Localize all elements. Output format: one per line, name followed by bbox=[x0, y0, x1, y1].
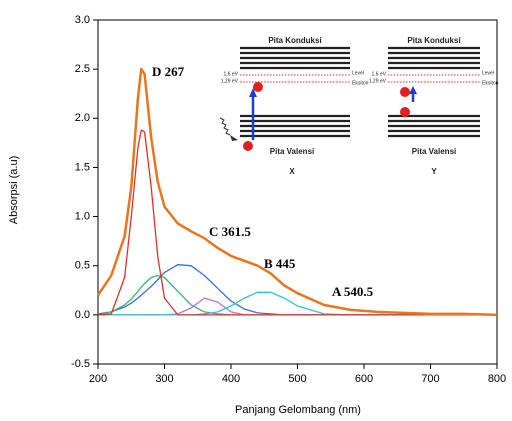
y-tick-label: -0.5 bbox=[71, 358, 90, 370]
annotation: C 361.5 bbox=[209, 224, 251, 239]
inset-text: Pita Konduksi bbox=[268, 36, 321, 45]
x-tick-label: 800 bbox=[488, 373, 506, 385]
y-tick-label: 0.0 bbox=[75, 309, 90, 321]
x-tick-label: 600 bbox=[355, 373, 373, 385]
inset-text: Y bbox=[431, 167, 437, 176]
y-tick-label: 0.5 bbox=[75, 260, 90, 272]
inset-diagram: Pita Konduksi Level Eksiton 1,6 eV 1,29 … bbox=[71, 14, 506, 385]
band-lines bbox=[219, 46, 480, 151]
x-tick-label: 500 bbox=[288, 373, 306, 385]
series-line bbox=[96, 67, 498, 317]
series-line bbox=[97, 264, 497, 316]
annotation: D 267 bbox=[152, 64, 185, 79]
y-tick-label: 1.5 bbox=[75, 161, 90, 173]
inset-text: 1,6 eV bbox=[224, 71, 239, 77]
x-tick-label: 400 bbox=[222, 373, 240, 385]
x-tick-label: 700 bbox=[421, 373, 439, 385]
inset-text: Eksiton bbox=[352, 80, 369, 86]
inset-text: Pita Valensi bbox=[412, 147, 456, 156]
inset-text: 1,6 eV bbox=[372, 71, 387, 77]
x-axis-label: Panjang Gelombang (nm) bbox=[235, 404, 361, 416]
annotation: A 540.5 bbox=[332, 284, 374, 299]
y-tick-label: 1.0 bbox=[75, 210, 90, 222]
inset-text: Level bbox=[482, 70, 494, 76]
inset-text: Level bbox=[352, 70, 364, 76]
series-line bbox=[98, 291, 497, 316]
y-tick-label: 3.0 bbox=[75, 14, 90, 26]
series-line bbox=[97, 129, 497, 316]
y-tick-label: 2.0 bbox=[75, 112, 90, 124]
inset-text: Pita Valensi bbox=[270, 147, 314, 156]
series-line bbox=[97, 274, 497, 316]
x-tick-label: 200 bbox=[89, 373, 107, 385]
inset-text: Pita Konduksi bbox=[407, 36, 460, 45]
inset-text: 1,29 eV bbox=[369, 78, 387, 84]
annotation: B 445 bbox=[264, 256, 296, 271]
inset-text: Eksiton bbox=[482, 80, 499, 86]
inset-text: 1,29 eV bbox=[221, 78, 239, 84]
x-tick-label: 300 bbox=[155, 373, 173, 385]
y-tick-label: 2.5 bbox=[75, 63, 90, 75]
inset-text: X bbox=[289, 167, 295, 176]
y-axis-label: Absorpsi (a.u) bbox=[8, 156, 20, 224]
